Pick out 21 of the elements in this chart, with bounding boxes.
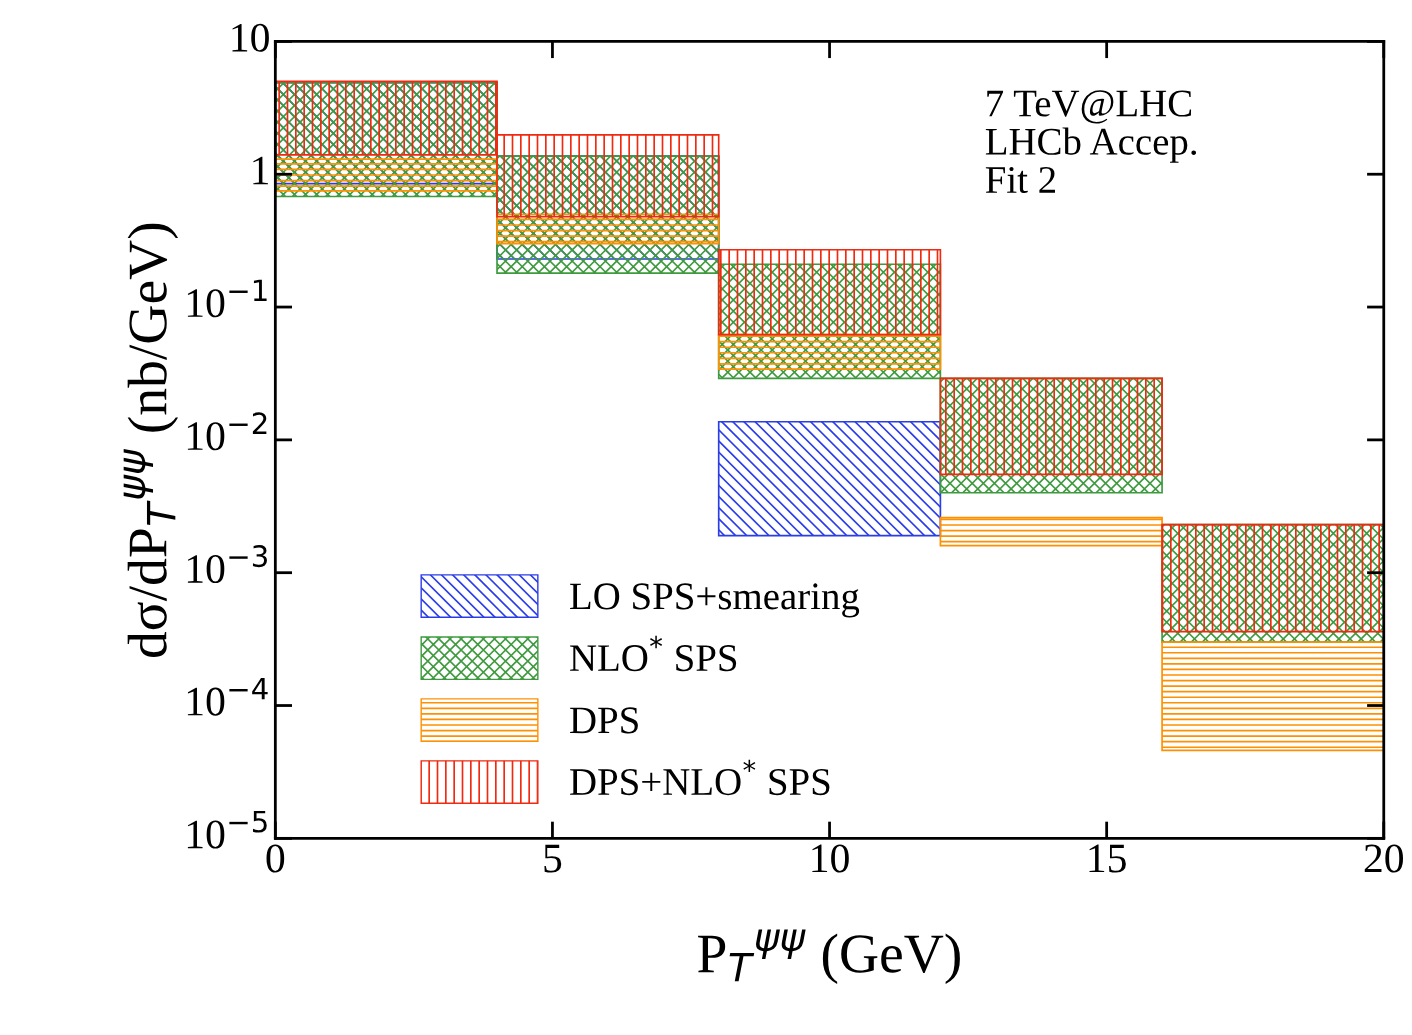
legend-label: NLO$^{*}$ SPS <box>570 635 737 672</box>
annotation: Fit 2 <box>985 166 1055 194</box>
annotation: 7 TeV@LHC <box>987 90 1192 124</box>
y-tick-label: 10$^{−5}$ <box>187 810 267 849</box>
legend-label: DPS+NLO$^{*}$ SPS <box>570 759 830 796</box>
x-tick-label: 10 <box>812 844 849 873</box>
legend-label: LO SPS+smearing <box>570 583 860 618</box>
x-tick-label: 5 <box>544 844 562 873</box>
y-tick-label: 10$^{−1}$ <box>187 279 267 318</box>
y-tick-label: 10 <box>232 23 269 52</box>
x-axis-title: P$_{T}$$^{ψψ}$ (GeV) <box>698 929 960 984</box>
annotation: LHCb Accep. <box>985 127 1196 163</box>
x-tick-label: 0 <box>266 844 285 873</box>
y-tick-label: 10$^{−4}$ <box>187 678 268 716</box>
y-tick-label: 10$^{−3}$ <box>187 545 267 584</box>
x-tick-label: 15 <box>1089 844 1126 873</box>
y-tick-label: 10$^{−2}$ <box>187 412 267 451</box>
y-tick-label: 1 <box>253 156 268 185</box>
x-tick-label: 20 <box>1364 844 1403 873</box>
legend-label: DPS <box>570 707 638 734</box>
y-axis-title: dσ/dP$_{T}$$^{ψψ}$ (nb/GeV) <box>123 223 179 658</box>
